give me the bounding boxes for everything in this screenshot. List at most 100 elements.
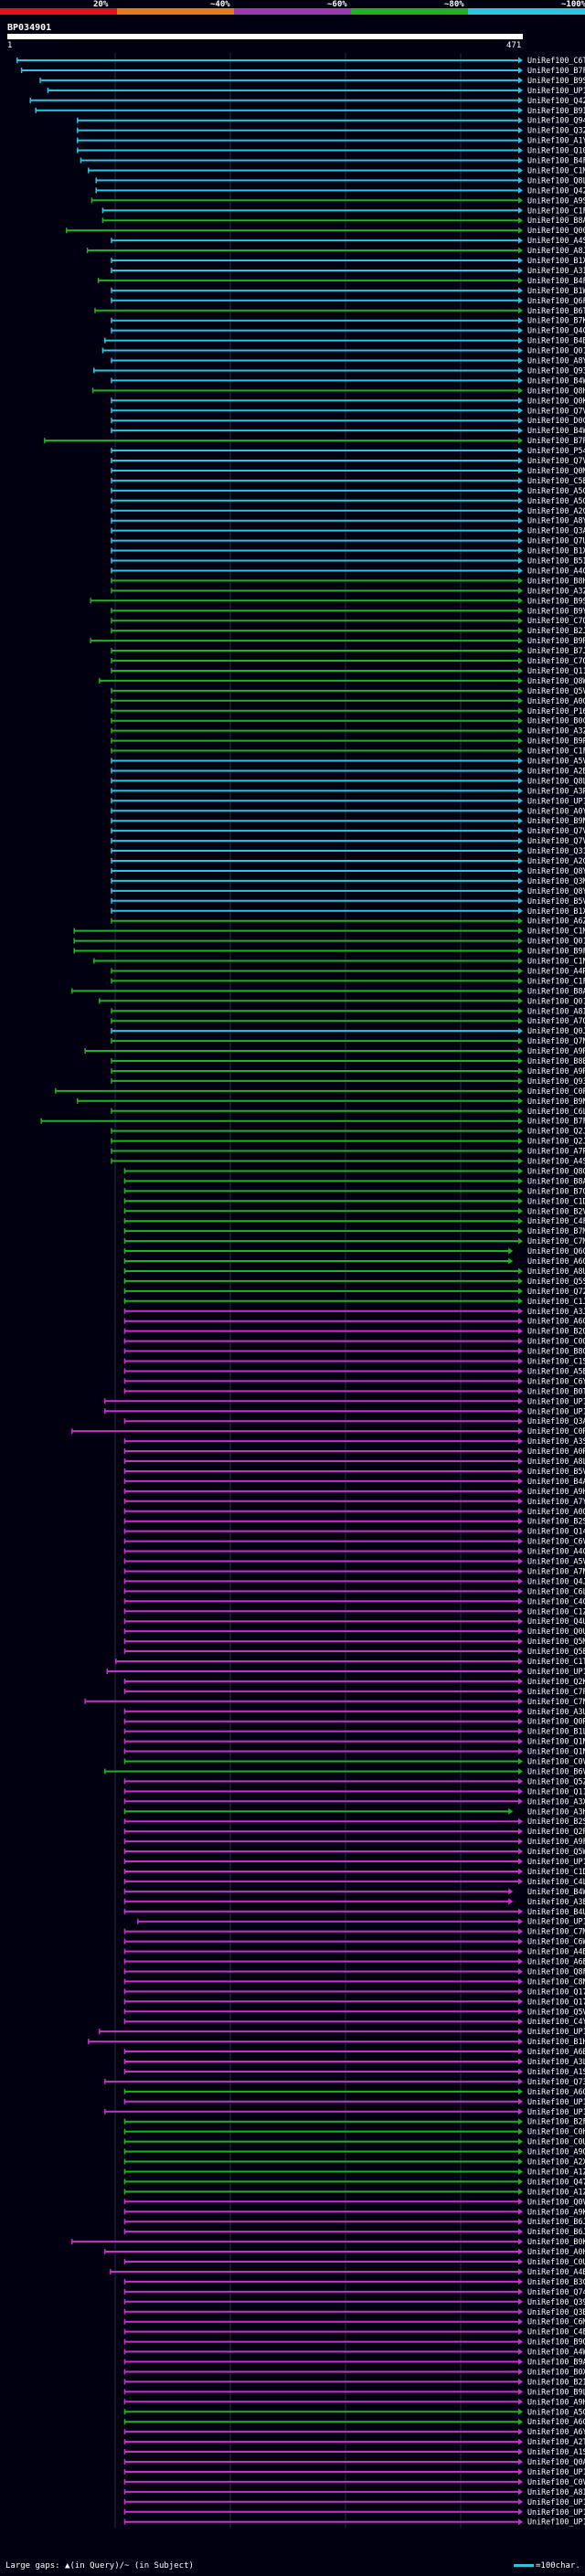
hit-label[interactable]: UniRef100_B6TGZ2: [527, 306, 585, 315]
hit-label[interactable]: UniRef100_A4S8W0: [527, 236, 585, 245]
hit-row[interactable]: UniRef100_B2SKP7: [123, 1817, 585, 1826]
hit-row[interactable]: UniRef100_Q5VBN9: [123, 2007, 585, 2016]
hit-row[interactable]: UniRef100_B3CN33: [123, 2277, 585, 2286]
hit-label[interactable]: UniRef100_Q2P6D1: [527, 1827, 585, 1836]
hit-label[interactable]: UniRef100_Q72L31: [527, 1287, 585, 1296]
hit-label[interactable]: UniRef100_Q2KQL1: [527, 1677, 585, 1686]
hit-label[interactable]: UniRef100_A9S5T2: [527, 196, 585, 205]
hit-row[interactable]: UniRef100_B0X6C5: [123, 2367, 585, 2376]
hit-row[interactable]: UniRef100_A9RFZ0: [84, 1046, 585, 1055]
hit-label[interactable]: UniRef100_A8YAY8: [527, 356, 585, 366]
hit-label[interactable]: UniRef100_A2C4R0: [527, 856, 585, 865]
hit-row[interactable]: UniRef100_Q74GB5: [123, 2287, 585, 2296]
hit-label[interactable]: UniRef100_A7QTT6: [527, 1016, 585, 1025]
hit-row[interactable]: UniRef100_UP1000...: [123, 2467, 585, 2476]
hit-label[interactable]: UniRef100_A5VVN5: [527, 757, 585, 766]
hit-row[interactable]: UniRef100_B4W1M7: [111, 376, 585, 385]
hit-label[interactable]: UniRef100_C0PET1: [527, 1087, 585, 1096]
hit-label[interactable]: UniRef100_A3INF9: [527, 266, 585, 275]
hit-row[interactable]: UniRef100_A5VVN5: [111, 757, 585, 766]
hit-label[interactable]: UniRef100_A9RDE4: [527, 1066, 585, 1076]
hit-label[interactable]: UniRef100_A6GLM9: [527, 1317, 585, 1326]
hit-row[interactable]: UniRef100_C7QNA6: [111, 616, 585, 625]
hit-row[interactable]: UniRef100_B2J0R9: [111, 626, 585, 635]
hit-label[interactable]: UniRef100_A8IZD9: [527, 1006, 585, 1015]
hit-label[interactable]: UniRef100_A5GDW7: [527, 2407, 585, 2416]
hit-label[interactable]: UniRef100_A3U6E8: [527, 1707, 585, 1716]
hit-label[interactable]: UniRef100_Q39208: [527, 2297, 585, 2306]
hit-label[interactable]: UniRef100_C7PK26: [527, 1687, 585, 1696]
hit-row[interactable]: UniRef100_Q2KQL1: [123, 1677, 585, 1686]
hit-label[interactable]: UniRef100_Q4JV88: [527, 1576, 585, 1585]
hit-label[interactable]: UniRef100_B9N1X4: [527, 1097, 585, 1106]
hit-label[interactable]: UniRef100_Q2JXM3: [527, 1127, 585, 1136]
hit-row[interactable]: UniRef100_Q5WV12: [123, 1847, 585, 1856]
hit-row[interactable]: UniRef100_A0R6C4: [123, 1447, 585, 1456]
hit-row[interactable]: UniRef100_UP1000...: [123, 2507, 585, 2517]
hit-label[interactable]: UniRef100_A8YMU9: [527, 516, 585, 525]
hit-label[interactable]: UniRef100_Q93ZB6-2: [527, 1076, 585, 1086]
hit-label[interactable]: UniRef100_Q42967: [527, 96, 585, 105]
hit-row[interactable]: UniRef100_Q94C92: [77, 116, 585, 125]
hit-row[interactable]: UniRef100_Q8W2B0: [99, 676, 585, 685]
hit-row[interactable]: UniRef100_B6J2Z9: [123, 2217, 585, 2226]
hit-row[interactable]: UniRef100_B7M6D6: [123, 1226, 585, 1235]
hit-label[interactable]: UniRef100_C6YTV1: [527, 1376, 585, 1385]
hit-label[interactable]: UniRef100_B9YTU2: [527, 606, 585, 615]
hit-row[interactable]: UniRef100_A6YJF7: [123, 2427, 585, 2436]
hit-row[interactable]: UniRef100_B8AP96: [101, 216, 585, 225]
hit-row[interactable]: UniRef100_B7G0Z0: [123, 1186, 585, 1195]
hit-label[interactable]: UniRef100_C1FE53: [527, 206, 585, 215]
hit-row[interactable]: UniRef100_B1X5Q7: [111, 906, 585, 916]
hit-row[interactable]: UniRef100_B5VX82: [123, 1467, 585, 1476]
hit-row[interactable]: UniRef100_A9QTI0: [123, 2147, 585, 2157]
hit-label[interactable]: UniRef100_A3HYD0: [527, 1807, 585, 1816]
hit-row[interactable]: UniRef100_C6L813: [111, 1107, 585, 1116]
hit-row[interactable]: UniRef100_C5ERS1: [111, 476, 585, 485]
hit-label[interactable]: UniRef100_C5ERS1: [527, 476, 585, 485]
hit-row[interactable]: UniRef100_B4B961: [104, 336, 585, 345]
hit-label[interactable]: UniRef100_B8AAW7: [527, 1176, 585, 1185]
hit-label[interactable]: UniRef100_A4WNS8: [527, 2348, 585, 2357]
hit-row[interactable]: UniRef100_Q11X05: [123, 1786, 585, 1796]
hit-label[interactable]: UniRef100_A3XT24: [527, 1797, 585, 1806]
hit-label[interactable]: UniRef100_C0VUZ9: [527, 1757, 585, 1766]
hit-row[interactable]: UniRef100_C4CNU5: [123, 1596, 585, 1606]
hit-row[interactable]: UniRef100_C1FHT9: [111, 747, 585, 756]
hit-label[interactable]: UniRef100_C8N6C2: [527, 1977, 585, 1986]
hit-label[interactable]: UniRef100_B1LZ72: [527, 1727, 585, 1736]
hit-row[interactable]: UniRef100_A4CHM1: [123, 1547, 585, 1556]
hit-label[interactable]: UniRef100_A3PBV7: [527, 786, 585, 795]
hit-label[interactable]: UniRef100_Q0M9R9: [527, 466, 585, 475]
hit-row[interactable]: UniRef100_C1TTV2: [115, 1657, 585, 1666]
hit-label[interactable]: UniRef100_B8APD2: [527, 986, 585, 995]
hit-row[interactable]: UniRef100_A8IZD9: [111, 1006, 585, 1015]
hit-label[interactable]: UniRef100_A9FZW7: [527, 1837, 585, 1846]
hit-row[interactable]: UniRef100_Q6GG87: [123, 1246, 585, 1256]
hit-row[interactable]: UniRef100_A7QTT6: [111, 1016, 585, 1025]
hit-row[interactable]: UniRef100_C0UZ63: [123, 2257, 585, 2266]
hit-label[interactable]: UniRef100_A3Z561: [527, 726, 585, 736]
hit-label[interactable]: UniRef100_A5VUZ9: [527, 1557, 585, 1566]
hit-row[interactable]: UniRef100_Q8H4A2: [91, 386, 585, 395]
hit-row[interactable]: UniRef100_B1LZ72: [123, 1727, 585, 1736]
hit-row[interactable]: UniRef100_A3PBV7: [111, 786, 585, 795]
hit-label[interactable]: UniRef100_Q32886: [527, 126, 585, 135]
hit-row[interactable]: UniRef100_UP1000...: [111, 796, 585, 805]
hit-label[interactable]: UniRef100_A6BLL6: [527, 2047, 585, 2056]
hit-row[interactable]: UniRef100_A2C4R0: [111, 856, 585, 865]
hit-row[interactable]: UniRef100_A0GXW0: [111, 696, 585, 705]
hit-label[interactable]: UniRef100_A2BQ64: [527, 766, 585, 775]
hit-label[interactable]: UniRef100_Q73W61: [527, 2077, 585, 2086]
hit-label[interactable]: UniRef100_A8UV79: [527, 1267, 585, 1276]
hit-label[interactable]: UniRef100_UP1000...: [527, 1917, 585, 1926]
hit-label[interactable]: UniRef100_B9SGD6: [527, 596, 585, 605]
hit-row[interactable]: UniRef100_C0VUZ9: [123, 1757, 585, 1766]
hit-row[interactable]: UniRef100_C1SGT2: [123, 1357, 585, 1366]
hit-row[interactable]: UniRef100_C1DUJ2: [123, 1867, 585, 1876]
hit-label[interactable]: UniRef100_Q3AEU3: [527, 1416, 585, 1426]
hit-label[interactable]: UniRef100_Q3M7C6: [527, 876, 585, 885]
hit-row[interactable]: UniRef100_B5IL27: [111, 557, 585, 566]
hit-label[interactable]: UniRef100_C1DWL1: [527, 1196, 585, 1205]
hit-label[interactable]: UniRef100_Q8H4A2: [527, 386, 585, 395]
